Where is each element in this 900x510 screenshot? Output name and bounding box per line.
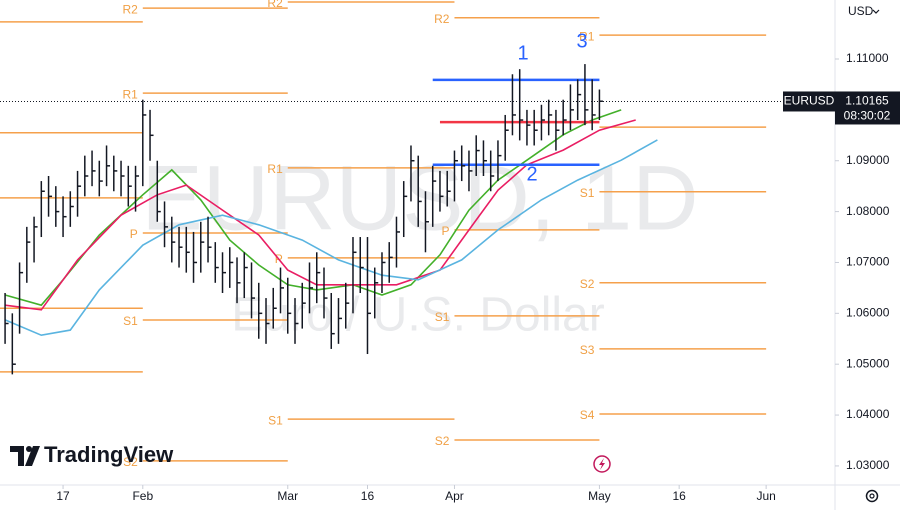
- y-tick-label: 1.06000: [846, 306, 890, 320]
- alert-bolt: [599, 458, 605, 470]
- countdown-label: 08:30:02: [844, 109, 891, 123]
- logo-slash: [25, 446, 40, 466]
- x-tick-label: Mar: [277, 489, 298, 503]
- x-tick-label: 16: [361, 489, 375, 503]
- pivot-label: R2: [434, 12, 450, 26]
- y-tick-label: 1.11000: [846, 51, 889, 65]
- currency-selector[interactable]: USD: [848, 4, 874, 18]
- pivot-label: S1: [268, 413, 283, 427]
- x-tick-label: Jun: [756, 489, 775, 503]
- brand-name: TradingView: [44, 442, 174, 467]
- y-tick-label: 1.04000: [846, 407, 890, 421]
- moving-average: [4, 139, 658, 337]
- pivot-label: S1: [123, 314, 138, 328]
- logo-mark: [10, 446, 24, 466]
- y-tick-label: 1.05000: [846, 356, 890, 370]
- logo-dot: [26, 446, 32, 452]
- y-tick-label: 1.09000: [846, 153, 890, 167]
- wave-label: 1: [517, 42, 528, 64]
- alert-icon[interactable]: [593, 455, 611, 473]
- wave-label: 3: [576, 30, 587, 52]
- y-tick-label: 1.03000: [846, 458, 890, 472]
- pivot-label: R1: [122, 87, 138, 101]
- pivot-label: S3: [580, 343, 595, 357]
- pivot-label: S4: [580, 408, 595, 422]
- pivot-label: P: [130, 227, 138, 241]
- pivot-label: S1: [580, 186, 595, 200]
- price-badge: [835, 91, 900, 125]
- wave-label: 2: [526, 163, 537, 185]
- pivot-label: R1: [267, 162, 283, 176]
- pivot-label: S2: [580, 277, 595, 291]
- gear-hub: [869, 493, 875, 499]
- pivot-label: P: [441, 224, 449, 238]
- x-tick-label: May: [588, 489, 611, 503]
- pivot-label: S1: [435, 310, 450, 324]
- tradingview-logo: TradingView: [10, 442, 174, 467]
- x-tick-label: Apr: [445, 489, 464, 503]
- pivot-label: R2: [122, 2, 138, 16]
- x-tick-label: 17: [56, 489, 70, 503]
- x-tick-label: Feb: [132, 489, 153, 503]
- pivot-label: S2: [123, 455, 138, 469]
- chevron-icon: [872, 9, 880, 14]
- last-price-label: 1.10165: [845, 94, 889, 108]
- alert-ring: [593, 455, 611, 473]
- settings-icon[interactable]: [865, 489, 879, 503]
- pivot-label: R2: [267, 0, 283, 10]
- pivot-label: S2: [435, 434, 450, 448]
- pivot-label: R1: [579, 29, 595, 43]
- y-tick-label: 1.07000: [846, 255, 890, 269]
- symbol-label: EURUSD: [784, 94, 835, 108]
- y-tick-label: 1.08000: [846, 204, 890, 218]
- gear-ring: [865, 489, 879, 503]
- x-tick-label: 16: [672, 489, 686, 503]
- symbol-badge: [783, 91, 835, 112]
